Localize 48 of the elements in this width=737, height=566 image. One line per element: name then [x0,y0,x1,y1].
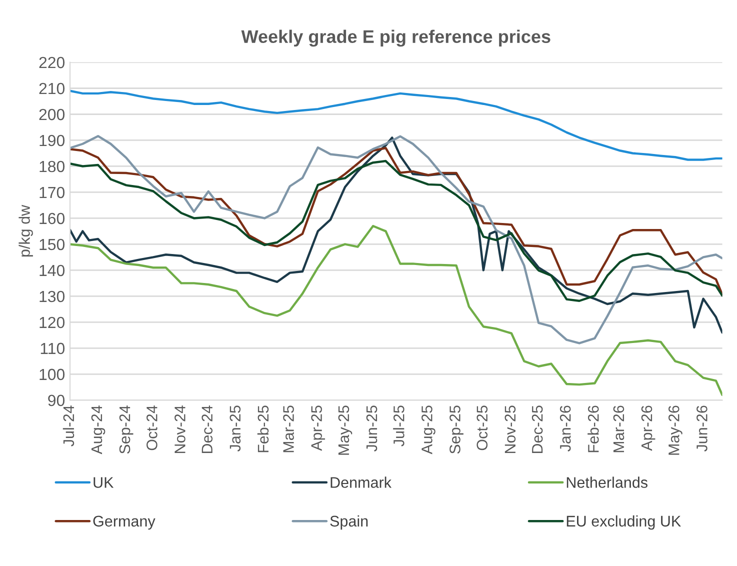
x-tick-label: Jul-24 [62,405,74,446]
y-tick-label: 180 [40,160,65,172]
y-tick-label: 220 [39,56,65,68]
x-tick-label: Aug-24 [91,405,106,454]
y-tick-label: 110 [40,342,65,354]
x-tick-label: Jun-25 [366,406,378,452]
x-tick-label: Mar-26 [613,406,624,452]
legend-label: EU excluding UK [566,515,681,530]
y-tick-label: 170 [40,186,65,198]
x-tick-label: Feb-25 [257,406,269,452]
x-tick-label: Jun-26 [696,406,708,452]
legend-label: UK [94,477,114,488]
y-tick-label: 210 [39,82,65,94]
legend-label: Netherlands [566,476,648,488]
x-tick-label: Nov-24 [174,405,186,454]
x-tick-label: Feb-26 [588,406,599,452]
y-tick-label: 160 [40,212,65,224]
legend-label: Denmark [330,476,392,488]
x-tick-label: Sep-24 [119,405,134,454]
x-tick-label: May-25 [338,406,352,455]
x-tick-label: May-26 [668,406,682,455]
x-tick-label: Mar-25 [283,406,294,452]
y-tick-label: 140 [40,264,65,276]
x-tick-label: Jan-26 [560,406,571,452]
x-tick-label: Oct-25 [476,406,488,450]
x-tick-label: Apr-26 [641,406,656,451]
y-tick-label: 200 [39,108,65,120]
y-tick-label: 150 [40,238,65,250]
y-tick-label: 120 [40,316,65,328]
x-tick-label: Dec-24 [202,405,213,454]
y-tick-label: 90 [48,394,65,406]
chart-title: Weekly grade E pig reference prices [241,30,550,47]
y-tick-label: 100 [40,368,65,380]
y-tick-label: 190 [40,134,65,146]
legend-label: Spain [330,515,368,530]
x-tick-label: Jul-25 [393,406,404,446]
line-series [70,224,722,396]
legend-label: Germany [93,516,156,530]
x-tick-label: Oct-24 [146,405,158,450]
x-tick-label: Dec-25 [532,406,543,454]
x-tick-label: Nov-25 [504,406,516,454]
x-tick-label: Apr-25 [311,406,326,451]
y-tick-label: 130 [40,290,65,302]
x-tick-label: Aug-25 [422,406,436,454]
x-tick-label: Sep-25 [450,406,464,454]
y-axis-title: p/kg dw [18,204,33,257]
line-series [70,90,722,161]
x-tick-label: Jan-25 [230,406,241,452]
